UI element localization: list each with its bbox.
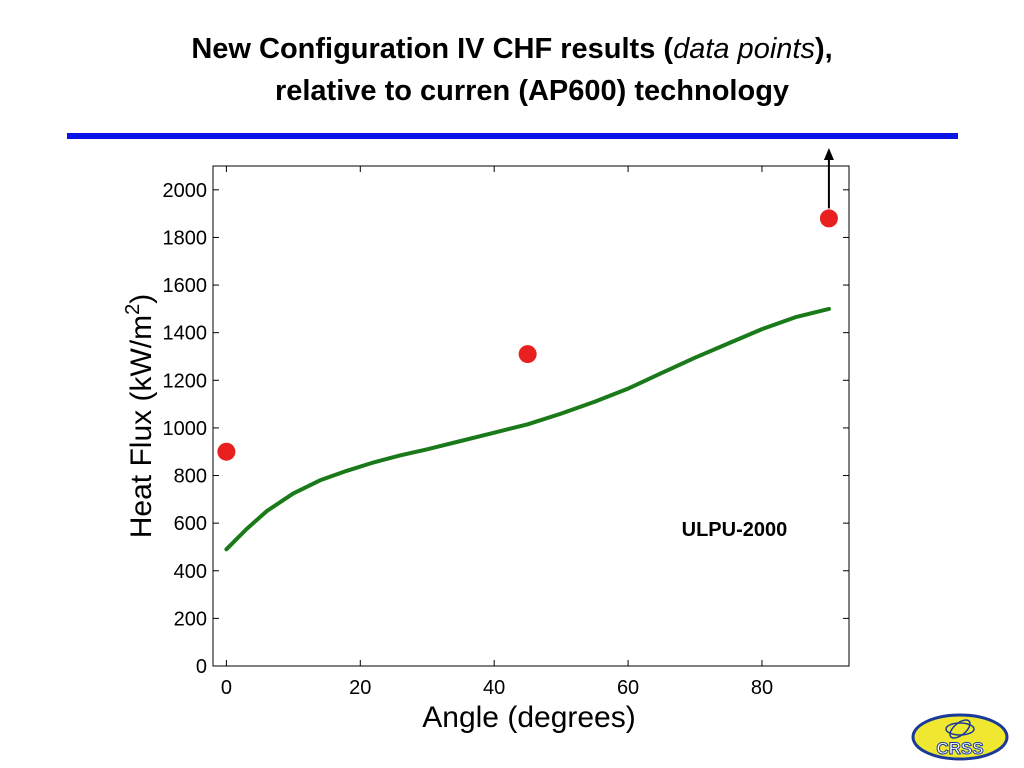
y-tick-label: 400 [174,561,207,583]
x-tick-label: 80 [751,677,773,699]
y-axis-label: Heat Flux (kW/m2) [122,294,158,538]
y-tick-label: 1000 [163,418,208,440]
y-axis-label-main: Heat Flux (kW/m [125,315,158,538]
logo-orbit-icon [945,722,975,736]
y-tick-label: 800 [174,466,207,488]
y-tick-label: 1200 [163,370,208,392]
x-tick-label: 60 [617,677,639,699]
divider-rule [67,133,958,139]
x-axis-label: Angle (degrees) [422,701,635,734]
logo-text: CRSS [936,739,983,758]
data-point [217,442,236,461]
title-line-2: relative to curren (AP600) technology [274,75,790,107]
y-tick-label: 1800 [163,227,208,249]
y-tick-label: 200 [174,608,207,630]
y-tick-label: 1400 [163,323,208,345]
y-axis-label-superscript: 2 [122,304,144,315]
ulpu-curve-line [224,306,831,552]
x-tick-label: 20 [349,677,371,699]
y-tick-label: 1600 [163,275,208,297]
plot-frame [212,165,850,667]
arrow-head-icon [823,148,834,160]
title-text-1: New Configuration IV CHF results ( [191,33,674,65]
y-axis-label-end: ) [125,294,158,304]
x-tick-label: 0 [221,677,232,699]
slide-title: New Configuration IV CHF results (data p… [0,28,1024,112]
x-tick-label: 40 [483,677,505,699]
y-tick-label: 600 [174,513,207,535]
title-line-1: New Configuration IV CHF results (data p… [0,28,1024,70]
curve-annotation: ULPU-2000 [682,519,788,541]
data-point [819,209,838,228]
title-text-2: ), [814,33,833,65]
y-tick-label: 2000 [163,180,208,202]
data-point [518,345,537,364]
title-italic: data points [673,33,815,65]
y-tick-label: 0 [196,656,207,678]
logo-orbit-icon-2 [949,719,971,739]
crss-logo: CRSS [911,713,1009,761]
